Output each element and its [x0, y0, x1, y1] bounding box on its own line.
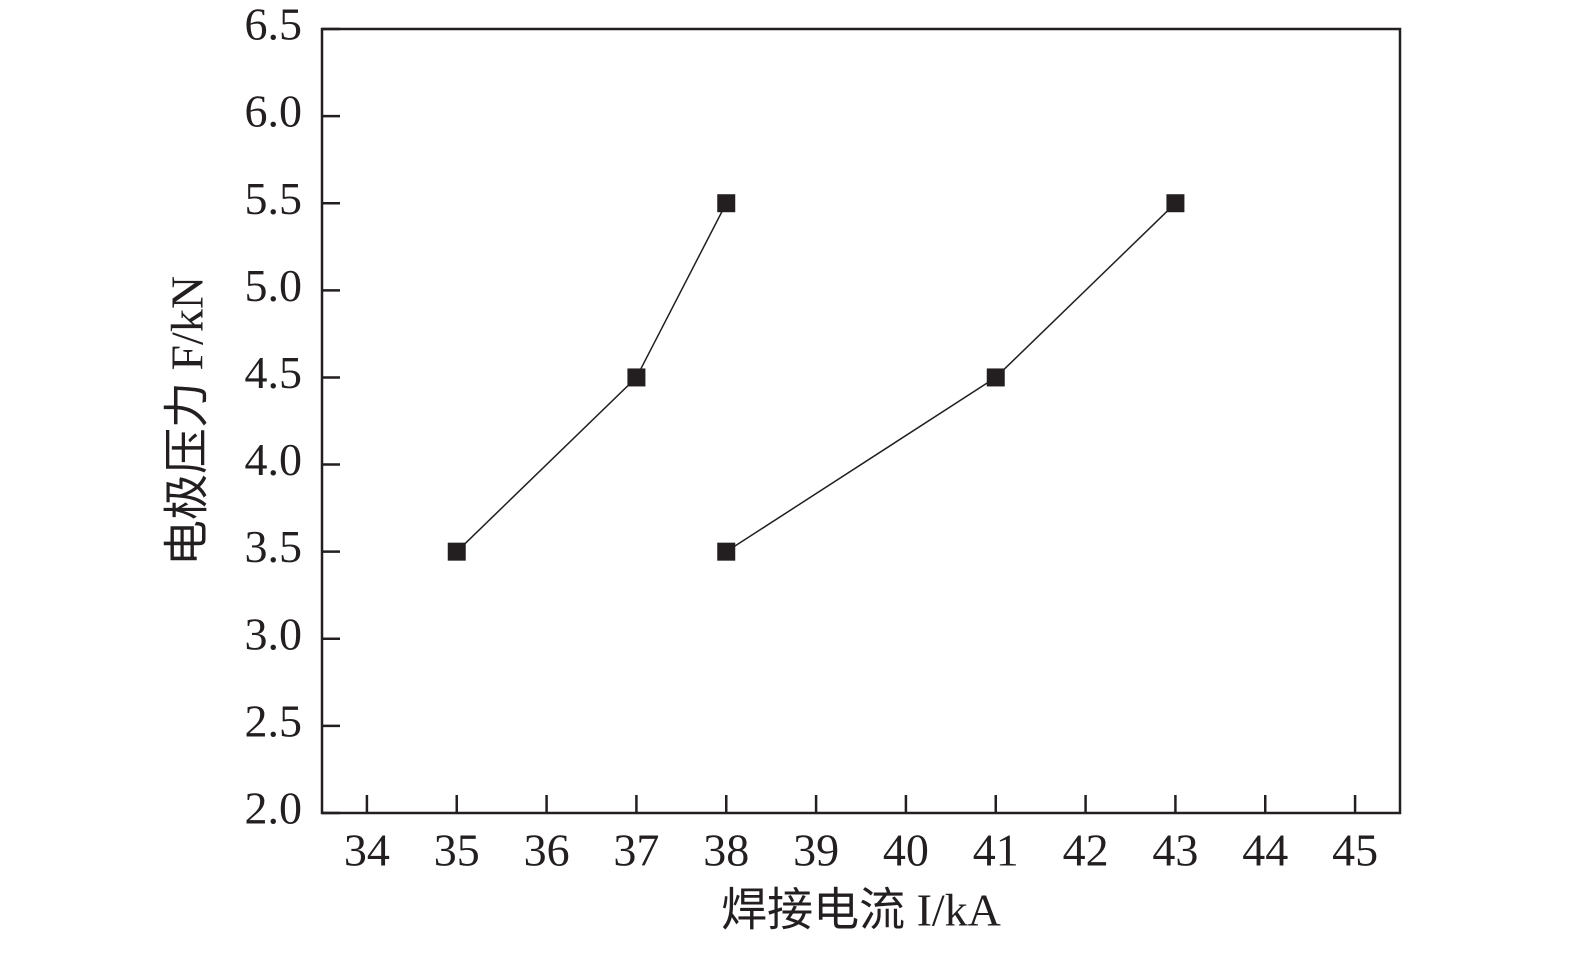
y-tick-label: 2.0 — [245, 783, 303, 834]
x-tick-label: 39 — [793, 825, 839, 876]
x-tick-label: 35 — [434, 825, 480, 876]
x-tick-label: 36 — [524, 825, 570, 876]
x-tick-label: 37 — [613, 825, 659, 876]
point-marker — [986, 368, 1005, 387]
y-tick-label: 5.0 — [245, 260, 303, 311]
plot-frame — [320, 27, 1402, 815]
x-axis-label: 焊接电流 I/kA — [721, 885, 1001, 936]
x-tick-label: 40 — [883, 825, 929, 876]
point-marker — [447, 542, 466, 561]
x-tick-label: 41 — [973, 825, 1019, 876]
point-marker — [717, 194, 736, 213]
x-tick-label: 44 — [1242, 825, 1288, 876]
y-tick-label: 4.0 — [245, 434, 303, 485]
y-tick-label: 4.5 — [245, 347, 303, 398]
point-marker — [1166, 194, 1185, 213]
point-marker — [717, 542, 736, 561]
x-tick-label: 34 — [344, 825, 390, 876]
x-tick-label: 43 — [1152, 825, 1198, 876]
x-tick-label: 42 — [1063, 825, 1109, 876]
y-tick-label: 5.5 — [245, 173, 303, 224]
series-line — [456, 202, 727, 553]
y-tick-label: 6.5 — [245, 0, 303, 50]
y-tick-label: 3.5 — [245, 521, 303, 572]
y-tick-label: 3.0 — [245, 608, 303, 659]
y-axis-label: 电极压力 F/kN — [162, 276, 213, 566]
y-tick-label: 2.5 — [245, 695, 303, 746]
x-tick-label: 38 — [703, 825, 749, 876]
x-tick-label: 45 — [1332, 825, 1378, 876]
series-line — [725, 202, 1176, 553]
point-marker — [627, 368, 646, 387]
y-tick-label: 6.0 — [245, 86, 303, 137]
